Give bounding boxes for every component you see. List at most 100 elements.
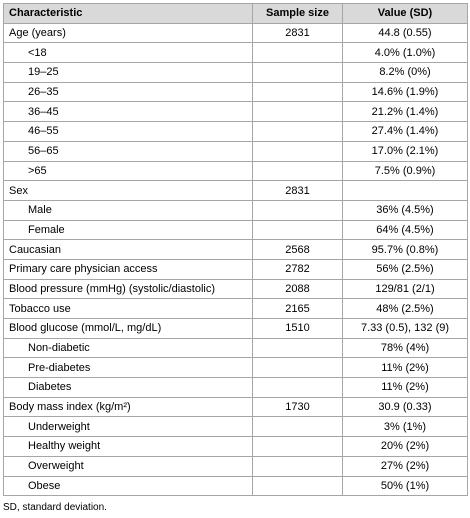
sub-row: Pre-diabetes 11% (2%) (3, 357, 468, 379)
value-cell: 20% (2%) (342, 436, 468, 457)
sub-row: Female 64% (4.5%) (3, 219, 468, 241)
sub-row: >65 7.5% (0.9%) (3, 160, 468, 182)
value-cell: 8.2% (0%) (342, 62, 468, 83)
sample-size-cell (252, 199, 343, 221)
value-cell: 3% (1%) (342, 416, 468, 438)
row: Tobacco use 2165 48% (2.5%) (3, 298, 468, 319)
row: Blood pressure (mmHg) (systolic/diastoli… (3, 278, 468, 300)
sub-row: <18 4.0% (1.0%) (3, 42, 468, 64)
characteristic-cell: 46–55 (3, 121, 253, 142)
value-cell: 27.4% (1.4%) (342, 121, 468, 142)
value-cell: 95.7% (0.8%) (342, 239, 468, 260)
characteristic-cell: Tobacco use (3, 298, 253, 319)
characteristic-cell: 36–45 (3, 101, 253, 123)
sample-size-cell: 2088 (252, 278, 343, 300)
value-cell: 11% (2%) (342, 377, 468, 398)
sample-size-cell (252, 160, 343, 182)
characteristic-cell: Caucasian (3, 239, 253, 260)
characteristic-cell: 56–65 (3, 140, 253, 162)
characteristic-cell: 19–25 (3, 62, 253, 83)
table-body: Age (years) 2831 44.8 (0.55) <18 4.0% (1.0%)… (3, 22, 468, 497)
sub-row: Healthy weight 20% (2%) (3, 436, 468, 457)
value-cell: 36% (4.5%) (342, 199, 468, 221)
value-cell: 129/81 (2/1) (342, 278, 468, 300)
header-cell: Characteristic (3, 3, 253, 24)
sample-size-cell: 2165 (252, 298, 343, 319)
characteristic-cell: >65 (3, 160, 253, 182)
value-cell: 50% (1%) (342, 475, 468, 497)
sub-row: 36–45 21.2% (1.4%) (3, 101, 468, 123)
row: Body mass index (kg/m²) 1730 30.9 (0.33) (3, 396, 468, 418)
row: Primary care physician access 2782 56% (2.… (3, 258, 468, 280)
value-cell: 14.6% (1.9%) (342, 81, 468, 103)
sample-size-cell (252, 62, 343, 83)
value-cell: 48% (2.5%) (342, 298, 468, 319)
row: Age (years) 2831 44.8 (0.55) (3, 22, 468, 44)
sample-size-cell (252, 377, 343, 398)
sub-row: Overweight 27% (2%) (3, 455, 468, 477)
characteristic-cell: Male (3, 199, 253, 221)
sub-row: 56–65 17.0% (2.1%) (3, 140, 468, 162)
sub-row: 19–25 8.2% (0%) (3, 62, 468, 83)
value-cell: 7.5% (0.9%) (342, 160, 468, 182)
value-cell: 27% (2%) (342, 455, 468, 477)
sample-size-cell: 2782 (252, 258, 343, 280)
footnote: SD, standard deviation. (3, 502, 107, 513)
sub-row: Non-diabetic 78% (4%) (3, 337, 468, 359)
sample-size-cell (252, 357, 343, 379)
sub-row: Obese 50% (1%) (3, 475, 468, 497)
row: Sex 2831 (3, 180, 468, 201)
sample-size-cell (252, 416, 343, 438)
value-cell: 11% (2%) (342, 357, 468, 379)
sample-size-cell: 2568 (252, 239, 343, 260)
sub-row: 26–35 14.6% (1.9%) (3, 81, 468, 103)
sample-size-cell (252, 436, 343, 457)
characteristic-cell: Underweight (3, 416, 253, 438)
characteristic-cell: Blood pressure (mmHg) (systolic/diastoli… (3, 278, 253, 300)
row: Caucasian 2568 95.7% (0.8%) (3, 239, 468, 260)
data-table: Characteristic Sample size Value (SD) Ag… (3, 3, 468, 497)
sample-size-cell (252, 121, 343, 142)
characteristic-cell: Female (3, 219, 253, 241)
value-cell: 4.0% (1.0%) (342, 42, 468, 64)
header-cell: Sample size (252, 3, 343, 24)
row: Blood glucose (mmol/L, mg/dL) 1510 7.33 (0… (3, 318, 468, 339)
sample-size-cell: 2831 (252, 180, 343, 201)
characteristic-cell: Overweight (3, 455, 253, 477)
value-cell (342, 180, 468, 201)
value-cell: 64% (4.5%) (342, 219, 468, 241)
value-cell: 44.8 (0.55) (342, 22, 468, 44)
sample-size-cell (252, 42, 343, 64)
characteristic-cell: 26–35 (3, 81, 253, 103)
sub-row: 46–55 27.4% (1.4%) (3, 121, 468, 142)
value-cell: 56% (2.5%) (342, 258, 468, 280)
characteristic-cell: Sex (3, 180, 253, 201)
sample-size-cell (252, 337, 343, 359)
sample-size-cell (252, 140, 343, 162)
sample-size-cell (252, 455, 343, 477)
characteristic-cell: Pre-diabetes (3, 357, 253, 379)
sample-size-cell (252, 81, 343, 103)
characteristic-cell: Obese (3, 475, 253, 497)
characteristic-cell: Healthy weight (3, 436, 253, 457)
sample-size-cell: 1510 (252, 318, 343, 339)
characteristic-cell: Body mass index (kg/m²) (3, 396, 253, 418)
value-cell: 7.33 (0.5), 132 (9) (342, 318, 468, 339)
sub-row: Male 36% (4.5%) (3, 199, 468, 221)
characteristic-cell: Blood glucose (mmol/L, mg/dL) (3, 318, 253, 339)
value-cell: 17.0% (2.1%) (342, 140, 468, 162)
sample-size-cell (252, 101, 343, 123)
sample-size-cell: 1730 (252, 396, 343, 418)
value-cell: 78% (4%) (342, 337, 468, 359)
characteristic-cell: <18 (3, 42, 253, 64)
sub-row: Diabetes 11% (2%) (3, 377, 468, 398)
sample-size-cell: 2831 (252, 22, 343, 44)
sample-size-cell (252, 219, 343, 241)
value-cell: 30.9 (0.33) (342, 396, 468, 418)
value-cell: 21.2% (1.4%) (342, 101, 468, 123)
characteristic-cell: Primary care physician access (3, 258, 253, 280)
characteristic-cell: Age (years) (3, 22, 253, 44)
sub-row: Underweight 3% (1%) (3, 416, 468, 438)
header-row: Characteristic Sample size Value (SD) (3, 3, 468, 24)
